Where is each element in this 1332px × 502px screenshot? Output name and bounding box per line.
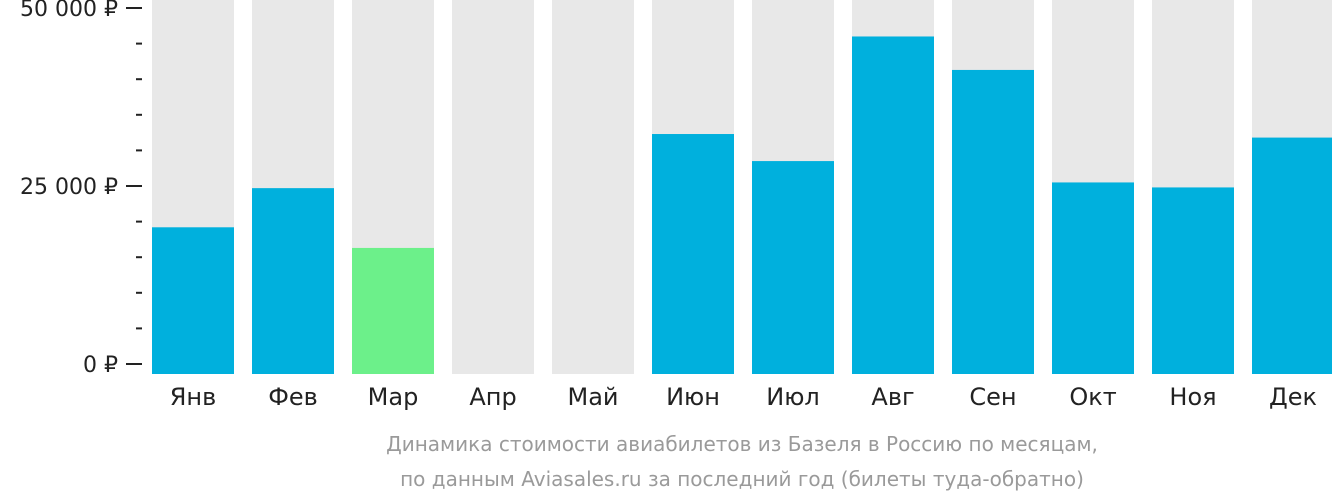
- bar[interactable]: [752, 161, 834, 374]
- bar[interactable]: [1252, 137, 1332, 374]
- x-tick-label: Июл: [766, 383, 820, 411]
- x-tick-label: Авг: [871, 383, 914, 411]
- x-tick-label: Окт: [1069, 383, 1116, 411]
- bar-background: [452, 0, 534, 374]
- x-tick-label: Май: [567, 383, 618, 411]
- x-tick-label: Июн: [666, 383, 720, 411]
- x-tick-label: Дек: [1269, 383, 1317, 411]
- bar[interactable]: [252, 188, 334, 374]
- bar[interactable]: [652, 134, 734, 374]
- bars: [152, 0, 1332, 374]
- x-tick-label: Ноя: [1169, 383, 1216, 411]
- x-tick-label: Апр: [469, 383, 516, 411]
- y-tick-label: 50 000 ₽: [20, 0, 118, 22]
- bar[interactable]: [1052, 182, 1134, 374]
- y-axis: 0 ₽ 25 000 ₽ 50 000 ₽: [20, 0, 142, 378]
- x-tick-label: Фев: [268, 383, 318, 411]
- bar[interactable]: [1152, 187, 1234, 374]
- y-tick-label: 0 ₽: [83, 353, 118, 378]
- caption-line-1: Динамика стоимости авиабилетов из Базеля…: [386, 432, 1098, 456]
- bar[interactable]: [852, 36, 934, 374]
- x-tick-label: Янв: [170, 383, 217, 411]
- y-tick-label: 25 000 ₽: [20, 175, 118, 200]
- bar-background: [552, 0, 634, 374]
- x-tick-label: Мар: [368, 383, 419, 411]
- price-chart: 0 ₽ 25 000 ₽ 50 000 ₽ Янв Фев Мар Апр Май Июн Ию…: [20, 0, 1332, 411]
- bar[interactable]: [152, 227, 234, 374]
- bar-highlight[interactable]: [352, 247, 434, 374]
- x-tick-label: Сен: [969, 383, 1016, 411]
- x-axis-labels: Янв Фев Мар Апр Май Июн Июл Авг Сен Окт Ноя Дек: [170, 383, 1317, 411]
- caption-line-2: по данным Aviasales.ru за последний год …: [400, 467, 1084, 491]
- bar[interactable]: [952, 69, 1034, 374]
